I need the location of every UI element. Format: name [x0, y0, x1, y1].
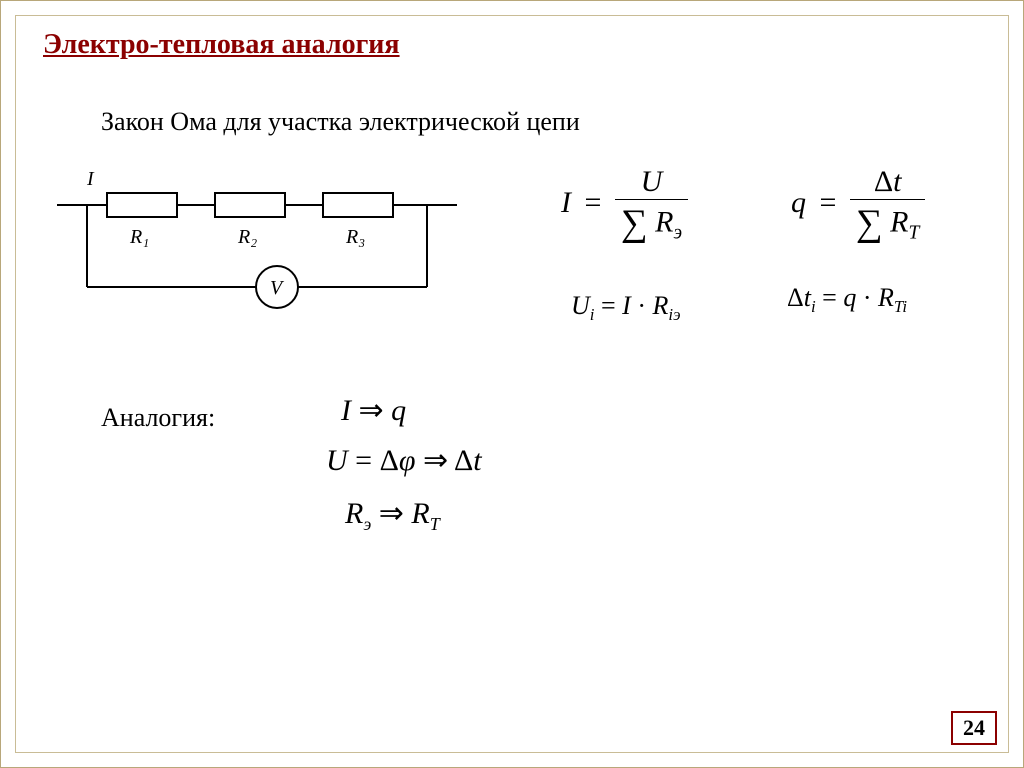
- eq-t: t: [893, 165, 901, 198]
- eq-U: U: [571, 291, 590, 320]
- equation-Ui: Ui = I · Riэ: [571, 291, 681, 325]
- eq-Rsub: T: [908, 222, 919, 243]
- dot-icon: ·: [863, 283, 878, 312]
- eq-R: R: [345, 497, 363, 530]
- eq-equals: =: [579, 186, 608, 219]
- eq-fraction: Δt ∑ RT: [850, 165, 925, 245]
- eq-num: U: [615, 165, 688, 199]
- eq-R: R: [411, 497, 429, 530]
- eq-R: R: [890, 205, 908, 238]
- eq-Rsub: T: [430, 514, 440, 534]
- eq-equals: =: [601, 291, 622, 320]
- eq-R: R: [653, 291, 669, 320]
- eq-num: Δt: [850, 165, 925, 199]
- circuit-diagram: R₁R₂R₃IV: [47, 159, 487, 339]
- eq-Rsub: Ti: [894, 297, 907, 316]
- eq-R: R: [878, 283, 894, 312]
- delta-icon: Δ: [380, 444, 399, 477]
- eq-lhs: I: [561, 186, 571, 219]
- arrow-icon: ⇒: [423, 444, 454, 477]
- eq-t: t: [473, 444, 481, 477]
- eq-equals: =: [355, 444, 379, 477]
- delta-icon: Δ: [787, 283, 804, 312]
- eq-q: q: [843, 283, 856, 312]
- sum-icon: ∑: [856, 203, 883, 244]
- equation-I: I = U ∑ Rэ: [561, 165, 688, 245]
- page-number: 24: [951, 711, 997, 745]
- dot-icon: ·: [637, 291, 652, 320]
- slide-title: Электро-тепловая аналогия: [43, 29, 400, 61]
- equation-dti: Δti = q · RTi: [787, 283, 907, 317]
- arrow-icon: ⇒: [379, 497, 412, 530]
- eq-R: R: [655, 205, 673, 238]
- eq-den: ∑ RT: [850, 199, 925, 245]
- slide: Электро-тепловая аналогия Закон Ома для …: [0, 0, 1024, 768]
- analogy-label: Аналогия:: [101, 403, 215, 433]
- eq-U: U: [326, 444, 348, 477]
- svg-text:R₁: R₁: [129, 226, 149, 248]
- arrow-icon: ⇒: [359, 394, 392, 427]
- eq-Rsub: э: [363, 514, 371, 534]
- eq-equals: =: [814, 186, 843, 219]
- equation-q: q = Δt ∑ RT: [791, 165, 925, 245]
- eq-den: ∑ Rэ: [615, 199, 688, 245]
- delta-icon: Δ: [454, 444, 473, 477]
- eq-Rsub: iэ: [668, 305, 680, 324]
- eq-fraction: U ∑ Rэ: [615, 165, 688, 245]
- eq-I: I: [341, 394, 351, 427]
- eq-equals: =: [822, 283, 843, 312]
- eq-i: i: [590, 305, 595, 324]
- svg-text:I: I: [86, 168, 95, 190]
- eq-Rsub: э: [673, 222, 682, 243]
- slide-subtitle: Закон Ома для участка электрической цепи: [101, 107, 580, 137]
- sum-icon: ∑: [621, 203, 648, 244]
- eq-t: t: [804, 283, 811, 312]
- analogy-1: I ⇒ q: [341, 393, 406, 428]
- svg-text:R₂: R₂: [237, 226, 257, 248]
- eq-phi: φ: [399, 444, 416, 477]
- delta-icon: Δ: [874, 165, 893, 198]
- eq-i: i: [811, 297, 816, 316]
- eq-lhs: q: [791, 186, 806, 219]
- analogy-2: U = Δφ ⇒ Δt: [326, 443, 482, 478]
- eq-q: q: [391, 394, 406, 427]
- eq-I: I: [622, 291, 631, 320]
- analogy-3: Rэ ⇒ RT: [345, 496, 440, 535]
- svg-text:R₃: R₃: [345, 226, 365, 248]
